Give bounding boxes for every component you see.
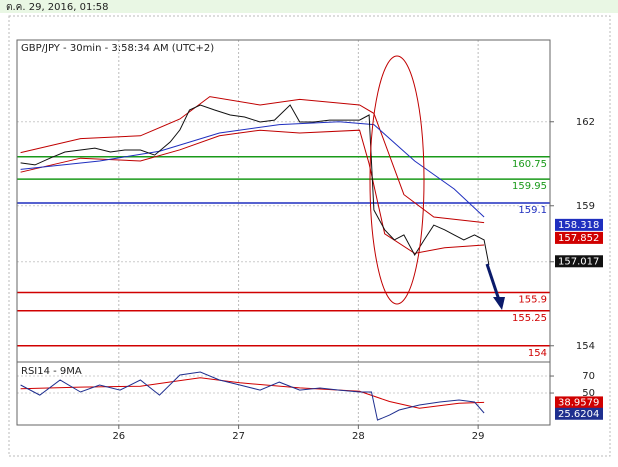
price-tag-label: 157.852 <box>558 233 599 244</box>
series-line <box>20 104 490 265</box>
level-label: 159.1 <box>518 205 547 216</box>
plot: 26272829154157159162160.75159.95159.1155… <box>17 40 603 442</box>
x-tick-label: 27 <box>232 431 245 442</box>
header-bar <box>0 0 618 13</box>
price-tag <box>555 407 603 420</box>
y-tick-label: 159 <box>576 201 595 212</box>
series-line <box>20 96 485 224</box>
series-line <box>20 377 485 409</box>
series-line <box>20 121 485 218</box>
price-tag-label: 38.9579 <box>558 397 599 408</box>
y-tick-label: 154 <box>576 341 595 352</box>
arrow-head <box>493 297 505 310</box>
highlight-ellipse <box>369 55 425 305</box>
price-tag <box>555 218 603 231</box>
header-date: ต.ค. 29, 2016, 01:58 <box>6 2 108 13</box>
series-line <box>20 371 485 421</box>
level-label: 160.75 <box>512 159 547 170</box>
price-tag-label: 157.017 <box>558 256 599 267</box>
arrow-shaft <box>485 263 501 301</box>
main-panel <box>16 39 551 363</box>
series-line <box>20 129 485 254</box>
x-tick-label: 28 <box>352 431 365 442</box>
level-label: 155.9 <box>518 295 547 306</box>
price-tag <box>555 396 603 409</box>
outer-frame <box>8 15 611 457</box>
level-label: 159.95 <box>512 181 547 192</box>
x-tick-label: 26 <box>112 431 125 442</box>
y-tick-label: 70 <box>582 371 595 382</box>
rsi-title: RSI14 - 9MA <box>21 366 82 377</box>
price-tag <box>555 231 603 244</box>
price-tag-label: 158.318 <box>558 220 599 231</box>
level-label: 154 <box>528 348 547 359</box>
price-tag-label: 25.6204 <box>558 409 599 420</box>
y-tick-label: 162 <box>576 117 595 128</box>
x-tick-label: 29 <box>472 431 485 442</box>
rsi-panel <box>16 361 551 426</box>
price-tag <box>555 255 603 268</box>
y-tick-label: 50 <box>582 388 595 399</box>
level-label: 155.25 <box>512 313 547 324</box>
main-title: GBP/JPY - 30min - 3:58:34 AM (UTC+2) <box>21 43 214 54</box>
